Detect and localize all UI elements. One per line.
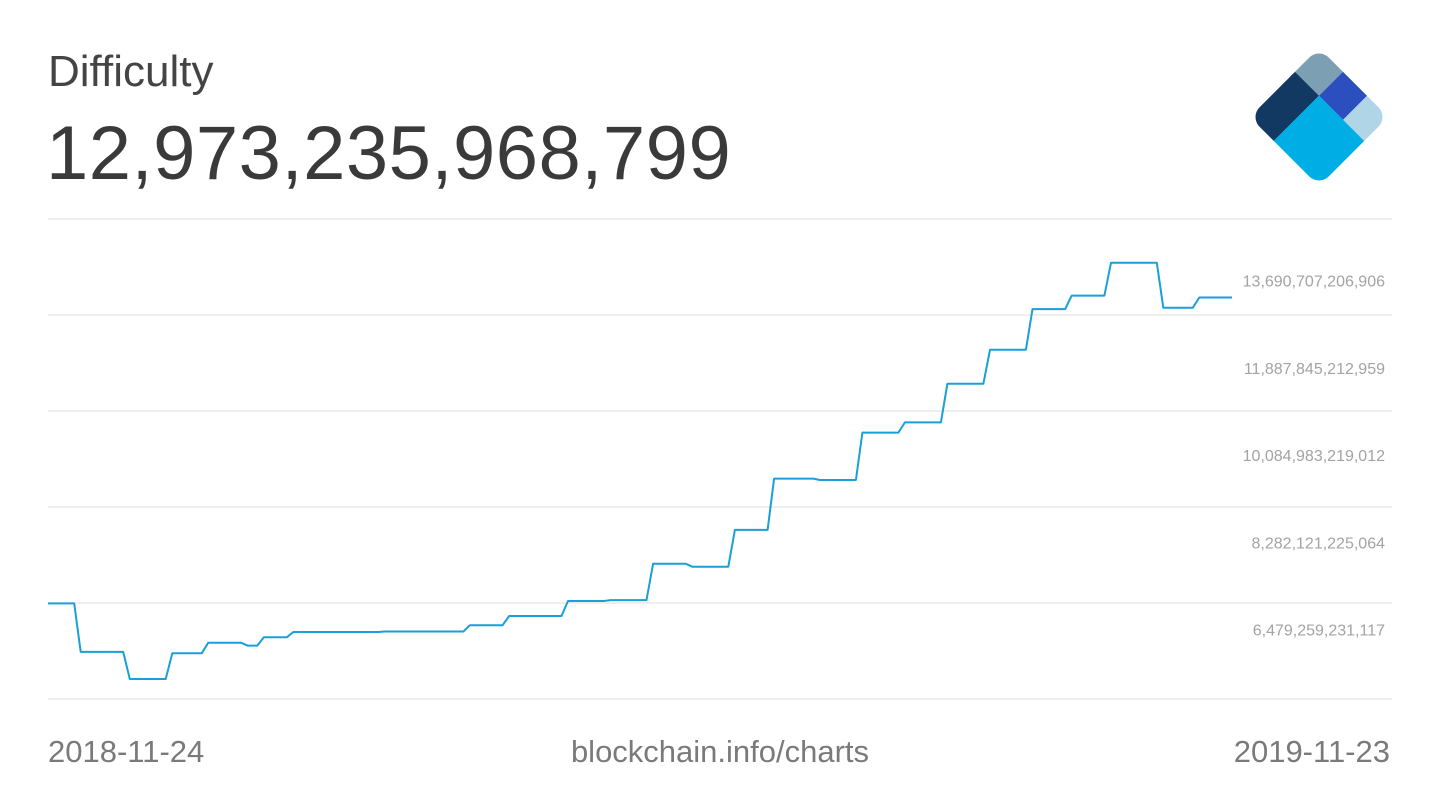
logo-piece-far-right [1343,95,1389,142]
blockchain-diamond-logo-icon [1249,47,1389,187]
x-axis-start-date: 2018-11-24 [48,734,205,769]
grid-lines [48,218,1392,700]
chart-title: Difficulty [48,47,214,96]
source-attribution: blockchain.info/charts [570,734,870,769]
logo-piece-left [1249,71,1319,142]
y-tick-label: 10,084,983,219,012 [1243,448,1385,465]
current-difficulty-value: 12,973,235,968,799 [46,111,732,196]
difficulty-series-line [48,261,1232,680]
y-tick-label: 13,690,707,206,906 [1243,274,1385,291]
y-axis-tick-labels: 6,479,259,231,117 8,282,121,225,064 10,084… [1243,274,1385,640]
y-tick-label: 11,887,845,212,959 [1244,361,1385,378]
x-axis-end-date: 2019-11-23 [1233,734,1390,769]
y-tick-label: 8,282,121,225,064 [1252,535,1386,552]
y-tick-label: 6,479,259,231,117 [1253,623,1385,640]
